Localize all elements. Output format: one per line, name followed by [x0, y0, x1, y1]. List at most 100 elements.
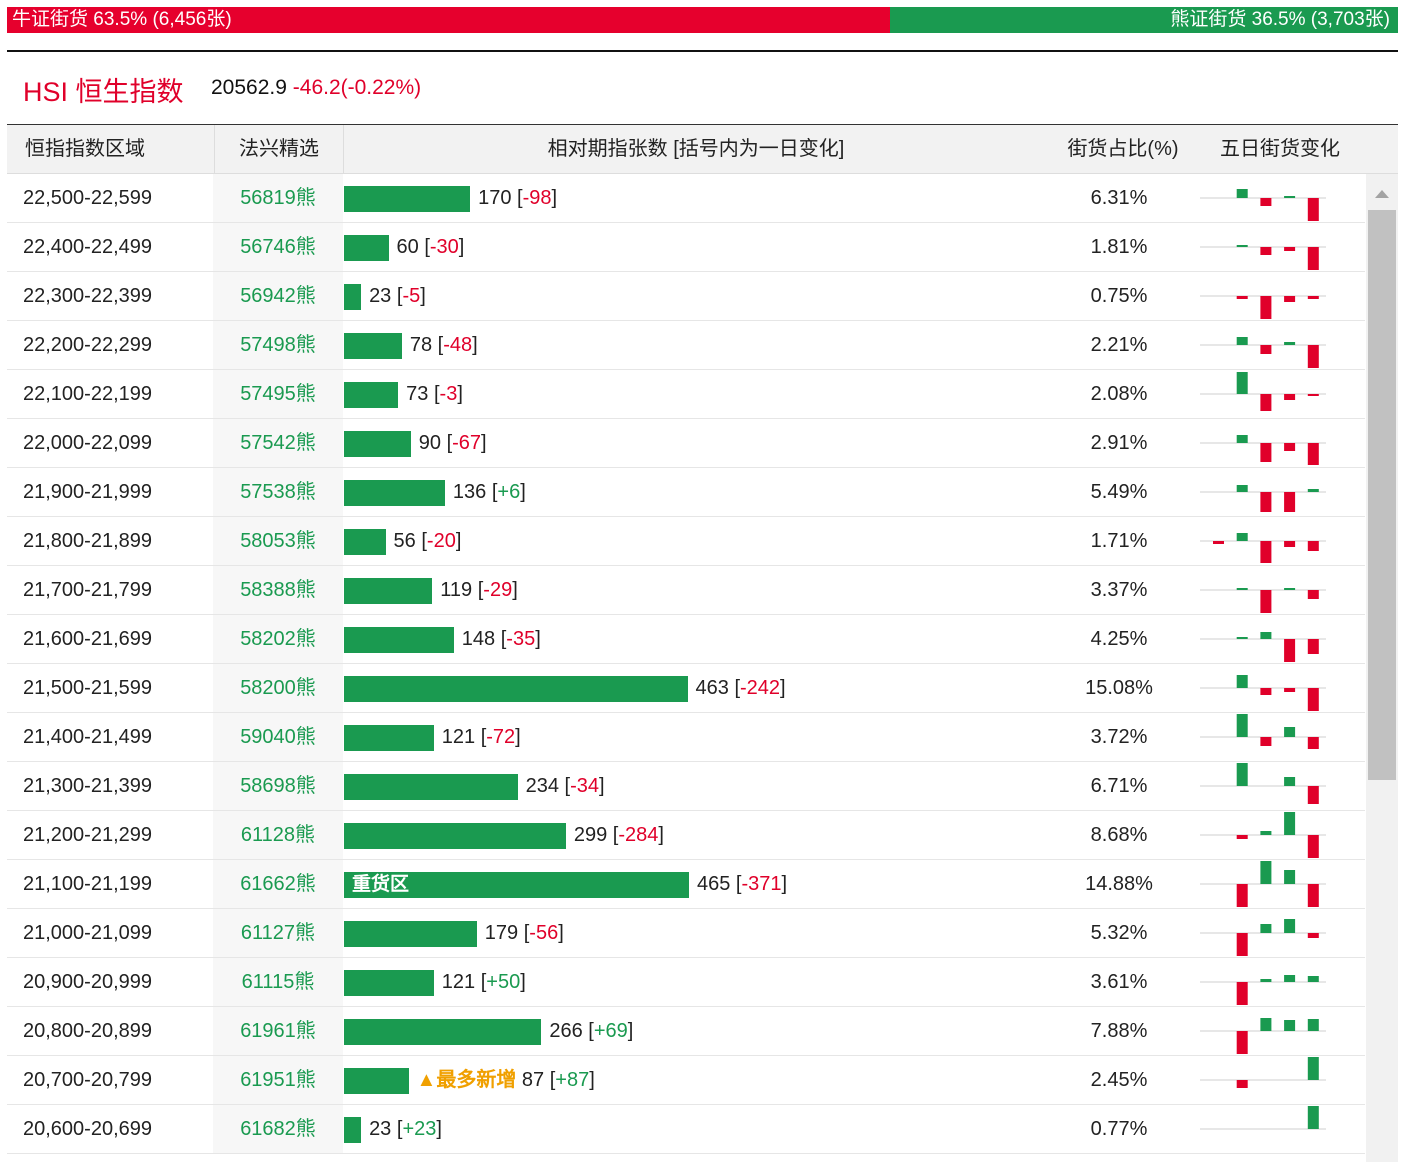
table-row: 21,300-21,399 58698熊 234 [-34] 6.71%: [7, 762, 1365, 811]
five-day-bar: [1260, 924, 1272, 933]
range: 22,400-22,499: [23, 236, 153, 258]
five-day-bar: [1284, 443, 1296, 451]
five-day-bar: [1284, 777, 1296, 786]
five-day-bar: [1307, 296, 1319, 299]
index-name: 恒生指数: [75, 77, 184, 107]
table-row: 20,900-20,999 61115熊 121 [+50] 3.61%: [7, 958, 1365, 1007]
five-day-chart: [1200, 975, 1326, 1005]
warrant-code: 57538熊: [240, 481, 316, 503]
count-change: -371: [741, 873, 782, 895]
count-change: +69: [593, 1020, 628, 1042]
code-bg: [213, 1105, 343, 1153]
five-day-bar: [1284, 727, 1296, 737]
ratio-bar: 牛证街货 63.5% (6,456张) 熊证街货 36.5% (3,703张): [7, 7, 1398, 33]
five-day-bar: [1236, 337, 1248, 345]
count-value: 56: [393, 530, 416, 552]
table-row: 21,400-21,499 59040熊 121 [-72] 3.72%: [7, 713, 1365, 762]
code-bg: [213, 419, 343, 467]
range: 21,000-21,099: [23, 922, 153, 944]
five-day-chart: [1200, 1018, 1326, 1054]
five-day-bar: [1284, 541, 1296, 547]
count-bar: [344, 921, 477, 947]
count-value: 78: [409, 334, 433, 356]
warrant-code: 61128熊: [240, 824, 316, 846]
five-day-bar: [1284, 1020, 1296, 1031]
code-bg: [213, 713, 343, 761]
five-day-bar: [1260, 345, 1272, 354]
five-day-bar: [1284, 639, 1296, 662]
count-change: -72: [486, 726, 516, 748]
column-header: 相对期指张数 [括号内为一日变化]: [547, 138, 845, 160]
count-change: -29: [483, 579, 513, 601]
five-day-bar: [1236, 1080, 1248, 1088]
count-change: +23: [402, 1118, 437, 1140]
five-day-bar: [1307, 1019, 1319, 1031]
five-day-chart: [1200, 435, 1326, 465]
five-day-bar: [1307, 884, 1319, 907]
scroll-thumb[interactable]: [1368, 210, 1396, 780]
share: 7.88%: [1090, 1020, 1148, 1042]
five-day-bar: [1260, 632, 1272, 639]
range: 22,500-22,599: [23, 187, 153, 209]
five-day-chart: [1200, 1057, 1326, 1088]
five-day-bar: [1307, 933, 1319, 938]
five-day-chart: [1200, 632, 1326, 662]
range: 22,000-22,099: [23, 432, 153, 454]
five-day-bar: [1307, 688, 1319, 711]
five-day-chart: [1200, 919, 1326, 956]
range: 21,700-21,799: [23, 579, 153, 601]
count-value: 266: [549, 1020, 583, 1042]
scroll-up[interactable]: [1366, 178, 1398, 208]
five-day-bar: [1236, 933, 1248, 956]
count-label: 119 [-29]: [440, 579, 518, 601]
five-day-bar: [1307, 198, 1319, 221]
code-bg: [213, 321, 343, 369]
table-row: 21,200-21,299 61128熊 299 [-284] 8.68%: [7, 811, 1365, 860]
code-bg: [213, 1056, 343, 1104]
five-day-bar: [1307, 489, 1319, 492]
count-value: 148: [461, 628, 496, 650]
count-change: -20: [426, 530, 456, 552]
five-day-chart: [1200, 812, 1326, 858]
count-change: -35: [506, 628, 536, 650]
count-bar: [344, 774, 518, 800]
count-bar: [344, 627, 454, 653]
warrant-code: 58200熊: [240, 677, 316, 699]
count-label: 234 [-34]: [525, 775, 605, 797]
table-row: 21,600-21,699 58202熊 148 [-35] 4.25%: [7, 615, 1365, 664]
five-day-bar: [1307, 786, 1319, 804]
column-sep: [214, 125, 215, 173]
five-day-bar: [1260, 198, 1272, 206]
count-value: 23: [369, 285, 392, 307]
count-bar: [344, 333, 402, 359]
five-day-chart: [1200, 763, 1326, 804]
share: 4.25%: [1090, 628, 1148, 650]
count-bar: [344, 480, 445, 506]
count-bar: [344, 1117, 362, 1143]
range: 20,900-20,999: [23, 971, 153, 993]
five-day-bar: [1284, 588, 1296, 590]
ratio-pct: 63.5%: [93, 9, 148, 30]
warrant-code: 58053熊: [240, 530, 316, 552]
count-bar: 重货区: [344, 872, 689, 898]
table-row: 20,800-20,899 61961熊 266 [+69] 7.88%: [7, 1007, 1365, 1056]
five-day-bar: [1236, 588, 1248, 590]
column-header: 街货占比(%): [1067, 138, 1179, 160]
quote: 20562.9 -46.2(-0.22%): [211, 76, 421, 100]
warrant-code: 56942熊: [240, 285, 316, 307]
count-bar: [344, 1019, 542, 1045]
code-bg: [213, 370, 343, 418]
share: 0.75%: [1090, 285, 1148, 307]
table-row: 21,900-21,999 57538熊 136 [+6] 5.49%: [7, 468, 1365, 517]
five-day-bar: [1260, 688, 1272, 695]
count-change: -30: [429, 236, 459, 258]
table-row: 22,500-22,599 56819熊 170 [-98] 6.31%: [7, 174, 1365, 223]
bear-segment: 熊证街货 36.5% (3,703张): [890, 7, 1398, 33]
five-day-bar: [1307, 1106, 1319, 1129]
scrollbar[interactable]: [1366, 174, 1398, 1162]
range: 21,600-21,699: [23, 628, 153, 650]
table-row: 22,100-22,199 57495熊 73 [-3] 2.08%: [7, 370, 1365, 419]
five-day-bar: [1307, 541, 1319, 551]
five-day-bar: [1236, 485, 1248, 492]
count-label: 179 [-56]: [484, 922, 564, 944]
